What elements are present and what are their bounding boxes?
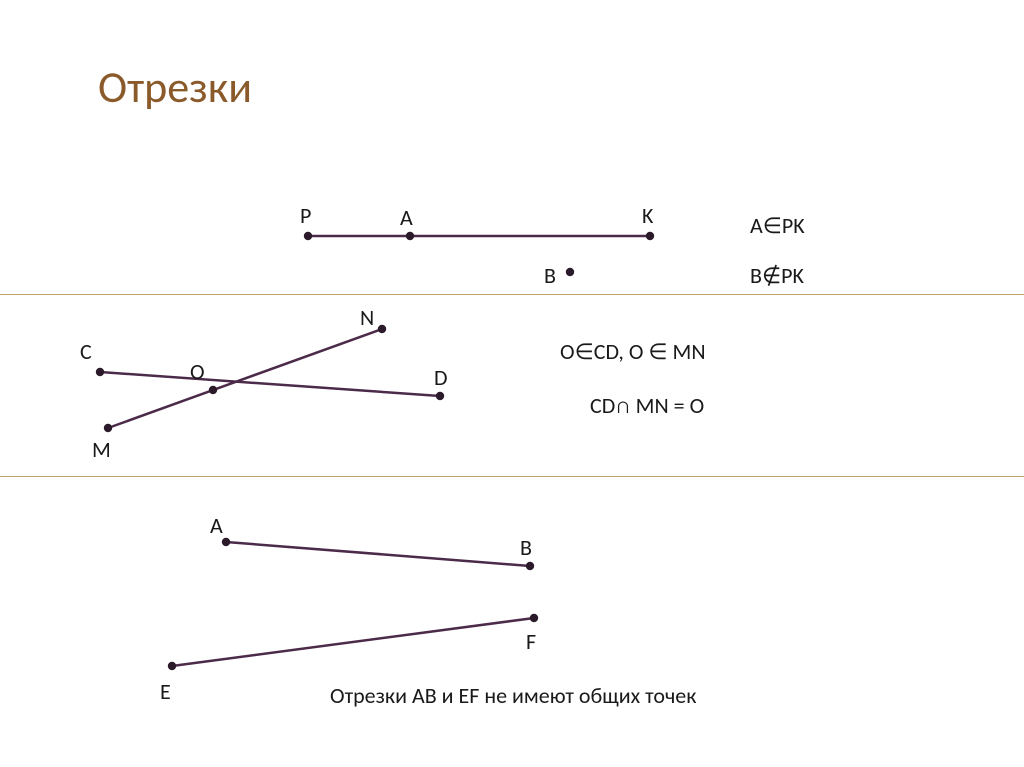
segment-MN — [108, 329, 382, 428]
point-D — [436, 392, 444, 400]
diagram-svg — [0, 0, 1024, 767]
point-B — [566, 268, 574, 276]
point-label-P: P — [300, 202, 311, 229]
point-label-E: E — [160, 678, 171, 705]
point-label-O: O — [190, 358, 205, 385]
point-label-C: C — [80, 338, 92, 365]
notation-B-notin-PK: B∉PK — [750, 262, 804, 289]
point-K — [646, 232, 654, 240]
segment-CD — [100, 372, 440, 396]
segment-AB — [226, 542, 530, 566]
notation-O-in-CD-MN: O∈CD, O ∈ MN — [560, 338, 706, 365]
points-group — [96, 232, 654, 670]
point-label-D: D — [434, 364, 448, 391]
point-label-K: K — [642, 202, 653, 229]
point-P — [304, 232, 312, 240]
point-E — [168, 662, 176, 670]
bottom-caption: Отрезки AB и EF не имеют общих точек — [330, 682, 696, 709]
point-O — [209, 386, 217, 394]
point-label-B: B — [544, 262, 556, 289]
point-label-F: F — [526, 628, 536, 655]
point-M — [104, 424, 112, 432]
notation-CD-int-MN: CD∩ MN = O — [590, 392, 704, 419]
point-A — [406, 232, 414, 240]
point-F — [530, 614, 538, 622]
point-C — [96, 368, 104, 376]
point-label-M: M — [92, 436, 111, 463]
segments-group — [100, 236, 650, 666]
point-label-A: A — [400, 204, 413, 231]
point-A2 — [222, 538, 230, 546]
point-N — [378, 325, 386, 333]
notation-A-in-PK: A∈PK — [750, 212, 805, 239]
point-B2 — [526, 562, 534, 570]
point-label-A2: A — [210, 512, 223, 539]
point-label-N: N — [360, 304, 374, 331]
segment-EF — [172, 618, 534, 666]
slide: Отрезки P A K B A∈PK B∉PK C D M N O O∈CD… — [0, 0, 1024, 767]
point-label-B2: B — [520, 534, 532, 561]
